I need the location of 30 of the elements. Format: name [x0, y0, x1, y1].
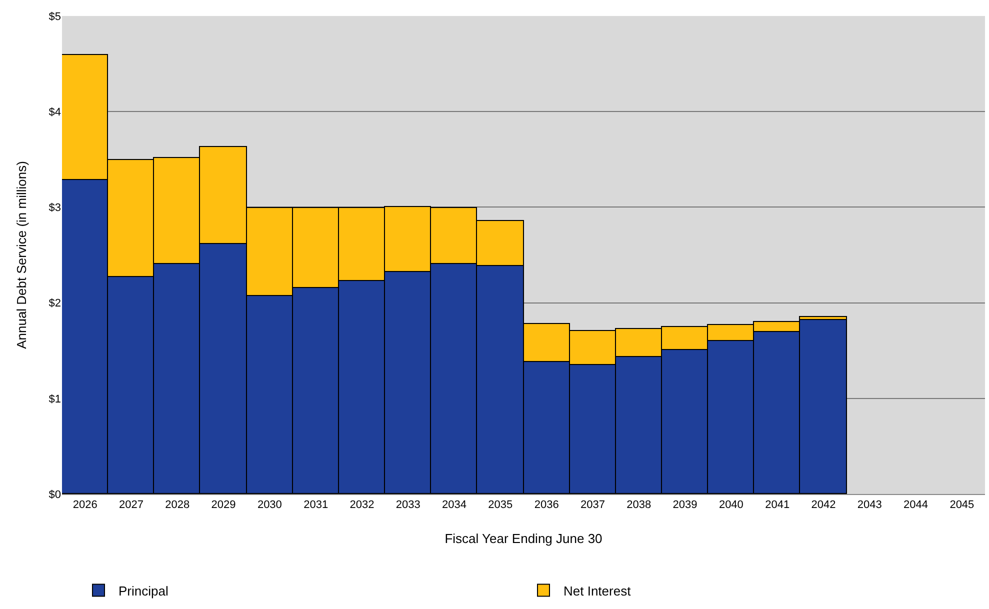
y-tick-label: $0: [48, 488, 61, 501]
y-tick-label: $2: [48, 298, 61, 310]
y-tick-label: $1: [48, 393, 61, 406]
x-tick-label: 2036: [534, 499, 559, 512]
x-tick-label: 2032: [350, 499, 374, 512]
y-tick-label: $5: [48, 10, 61, 23]
x-tick-label: 2044: [904, 499, 928, 512]
x-axis-title: Fiscal Year Ending June 30: [444, 531, 602, 546]
y-tick-label: $4: [48, 106, 61, 118]
x-tick-label: 2040: [718, 499, 744, 512]
x-tick-label: 2033: [396, 499, 420, 512]
x-tick-label: 2039: [672, 499, 698, 512]
x-tick-label: 2031: [304, 499, 328, 512]
x-tick-label: 2038: [626, 499, 652, 512]
x-tick-label: 2045: [950, 499, 974, 512]
x-tick-label: 2042: [811, 499, 836, 512]
legend-label: Principal: [118, 583, 168, 598]
y-tick-label: $3: [48, 202, 61, 214]
x-tick-label: 2034: [442, 499, 467, 512]
x-tick-label: 2043: [857, 499, 882, 512]
x-tick-label: 2030: [257, 499, 282, 512]
y-axis-title: Annual Debt Service (in millions): [14, 161, 29, 349]
x-tick-label: 2035: [488, 499, 513, 512]
x-tick-label: 2028: [165, 499, 190, 512]
x-tick-label: 2037: [580, 499, 605, 512]
x-tick-label: 2026: [72, 499, 98, 512]
x-tick-label: 2027: [118, 499, 144, 512]
x-tick-label: 2041: [765, 499, 790, 512]
x-tick-label: 2029: [211, 499, 236, 512]
legend-label: Net Interest: [564, 583, 632, 598]
